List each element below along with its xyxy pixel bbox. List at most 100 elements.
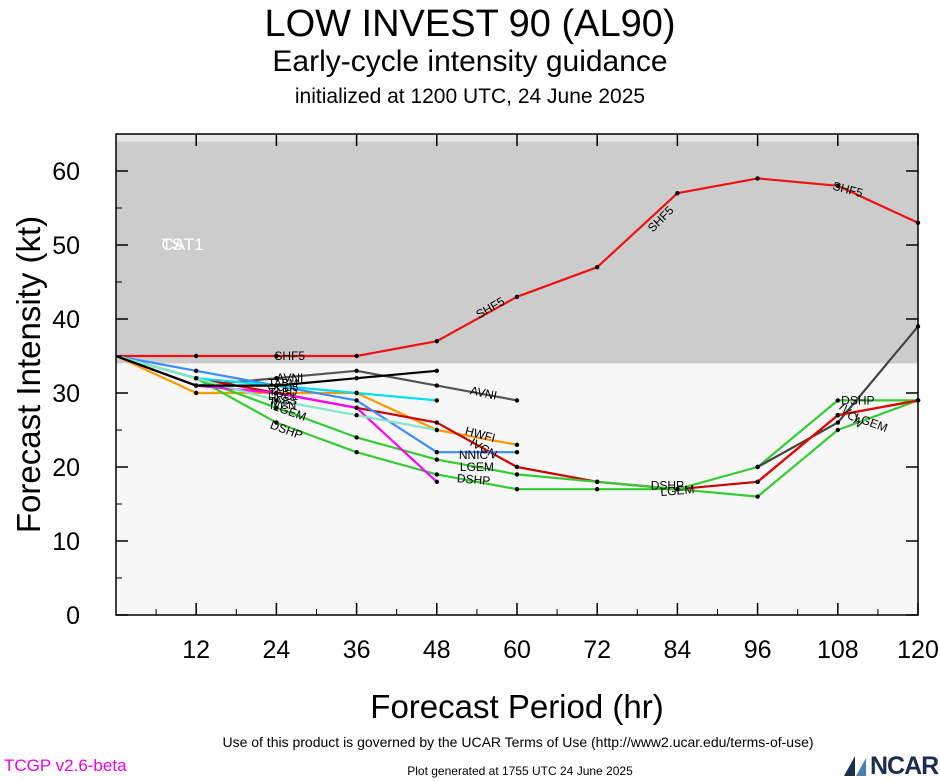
y-tick-label-60: 60 xyxy=(52,158,80,186)
point-lgem-96 xyxy=(755,494,760,499)
point-lgem-48 xyxy=(434,457,439,462)
point-dshp-24 xyxy=(274,420,279,425)
point-icon-96 xyxy=(755,479,760,484)
series-label-dshp-1: DSHP xyxy=(456,471,490,488)
y-tick-label-50: 50 xyxy=(52,232,80,260)
point-ocd5-24 xyxy=(274,383,279,388)
axes: 12 24 36 48 60 72 84 96 108 120 0 10 20 30 40 50 60 Forec… xyxy=(10,133,939,725)
point-shf5-36 xyxy=(354,353,359,359)
series-label-lgem-1: LGEM xyxy=(460,460,494,474)
version-label: TCGP v2.6-beta xyxy=(4,756,127,775)
band-label-ts: TS xyxy=(161,235,183,254)
point-tabm-48 xyxy=(434,427,439,433)
series-label-avni-1: AVNI xyxy=(469,383,498,402)
point-hwfi-12 xyxy=(194,390,199,396)
series-label-dshp-3: DSHP xyxy=(841,393,874,407)
band-ts xyxy=(116,141,918,364)
x-tick-label-36: 36 xyxy=(343,636,371,664)
point-ivcn-60 xyxy=(514,464,520,470)
band-label-cat1: CAT1 xyxy=(161,235,203,254)
point-tabm-12 xyxy=(194,376,199,381)
chart-title: LOW INVEST 90 (AL90) xyxy=(264,3,676,45)
point-dshp-72 xyxy=(595,487,600,492)
terms-text[interactable]: Use of this product is governed by the U… xyxy=(222,734,814,750)
point-drcl-24 xyxy=(274,390,279,396)
point-tabm-24 xyxy=(274,398,279,403)
series-line-nnic xyxy=(115,354,517,454)
point-dshp-48 xyxy=(434,472,439,477)
point-dshp-108 xyxy=(835,398,840,403)
point-shf5-96 xyxy=(755,176,760,181)
y-tick-label-10: 10 xyxy=(52,528,80,556)
point-hwfi-60 xyxy=(514,442,520,447)
ncar-logo: NCAR xyxy=(842,752,940,780)
point-ocd5-36 xyxy=(354,376,359,381)
point-nnic-60 xyxy=(514,450,520,455)
point-avni-36 xyxy=(354,368,359,373)
point-lgem-36 xyxy=(354,435,359,440)
point-icon-108 xyxy=(835,413,840,418)
series-lines xyxy=(115,176,921,499)
point-nnic-12 xyxy=(194,368,199,373)
point-ocd5-12 xyxy=(194,383,199,388)
x-tick-label-48: 48 xyxy=(423,636,451,664)
point-shf5-84 xyxy=(675,191,680,196)
y-tick-label-40: 40 xyxy=(52,306,80,334)
y-tick-label-0: 0 xyxy=(66,602,80,630)
cluster-label-0: TABM xyxy=(268,378,298,390)
point-shf5-24 xyxy=(274,353,279,359)
point-shf5-48 xyxy=(434,339,439,344)
point-shf5-108 xyxy=(835,183,840,188)
init-time: initialized at 1200 UTC, 24 June 2025 xyxy=(294,85,646,108)
cluster-label-3: DRCL xyxy=(268,391,298,403)
point-lgem-60 xyxy=(514,472,520,477)
point-dshp-60 xyxy=(514,487,520,492)
series-label-nnic-0: NNIC xyxy=(459,448,489,462)
point-shf5-72 xyxy=(595,265,600,270)
point-drcl-48 xyxy=(434,479,439,484)
cluster-label-4: TABS xyxy=(269,395,297,407)
point-tabm-36 xyxy=(354,413,359,418)
point-tabd-36 xyxy=(354,390,359,396)
y-tick-label-30: 30 xyxy=(52,380,80,408)
point-avni-60 xyxy=(514,398,520,403)
ncar-logo-text: NCAR xyxy=(870,752,939,780)
cluster-label-5: IVCN xyxy=(270,400,296,412)
point-tabd-48 xyxy=(434,398,439,403)
point-gfsi-96 xyxy=(755,464,760,470)
x-tick-label-96: 96 xyxy=(744,636,772,664)
x-tick-label-12: 12 xyxy=(182,636,210,664)
x-tick-label-60: 60 xyxy=(503,636,531,664)
terms-footer: Use of this product is governed by the U… xyxy=(0,734,940,750)
point-ivcn-48 xyxy=(434,420,439,425)
x-axis-label: Forecast Period (hr) xyxy=(370,688,663,725)
cluster-label-2: TABD xyxy=(269,387,298,399)
x-tick-label-120: 120 xyxy=(897,636,939,664)
point-dshp-84 xyxy=(675,487,680,492)
ncar-logo-icon xyxy=(844,756,866,776)
series-label-avni-0: AVNI xyxy=(276,371,303,385)
chart-subtitle: Early-cycle intensity guidance xyxy=(272,45,668,78)
series-label-lgem-2: LGEM xyxy=(660,482,695,499)
point-avni-48 xyxy=(434,383,439,388)
point-shf5-60 xyxy=(514,294,520,299)
point-lgem-72 xyxy=(595,479,600,484)
x-tick-label-24: 24 xyxy=(262,636,290,664)
x-tick-label-72: 72 xyxy=(583,636,611,664)
cluster-label-1: OCD5 xyxy=(268,382,299,394)
point-ocd5-48 xyxy=(434,368,439,373)
y-tick-label-20: 20 xyxy=(52,454,80,482)
generated-time: Plot generated at 1755 UTC 24 June 2025 xyxy=(0,764,940,778)
point-nnic-36 xyxy=(354,398,359,403)
x-tick-label-84: 84 xyxy=(663,636,691,664)
point-lgem-108 xyxy=(835,427,840,433)
point-drcl-36 xyxy=(354,405,359,410)
point-gfsi-108 xyxy=(835,420,840,425)
point-avni-24 xyxy=(274,376,279,381)
point-nnic-48 xyxy=(434,450,439,455)
y-axis-label: Forecast Intensity (kt) xyxy=(10,216,47,533)
point-lgem-24 xyxy=(274,405,279,410)
point-shf5-12 xyxy=(194,353,199,359)
